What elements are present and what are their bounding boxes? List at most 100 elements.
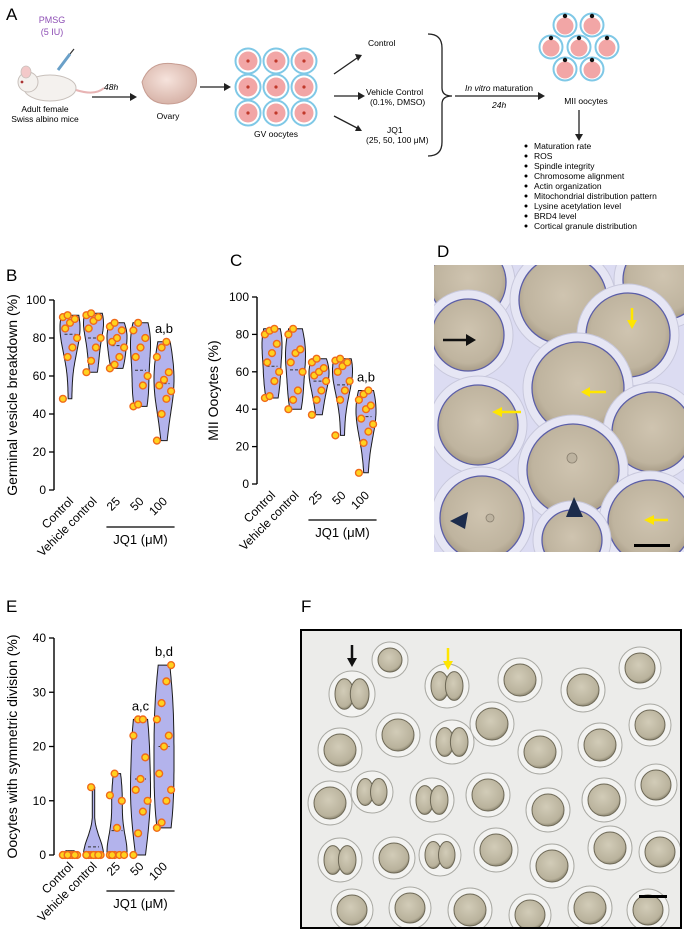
data-point	[82, 368, 91, 377]
data-point	[270, 324, 279, 333]
oocyte-cell	[618, 646, 662, 690]
data-point	[312, 395, 321, 405]
x-tick-label: 50	[329, 488, 349, 508]
data-point	[340, 386, 350, 395]
gv-oocyte-icon	[290, 47, 318, 75]
data-point	[155, 769, 164, 778]
significance-label: b,d	[155, 644, 173, 659]
significance-label: a,b	[357, 370, 375, 385]
gv-oocyte-icon	[262, 47, 290, 75]
data-point	[117, 326, 126, 335]
gv-oocyte-icon	[234, 47, 262, 75]
data-point	[312, 354, 321, 363]
data-point	[112, 333, 122, 343]
jq1-group-label: JQ1 (μM)	[113, 896, 167, 911]
oocyte-cell	[317, 727, 363, 773]
mii-label: MII oocytes	[564, 96, 607, 106]
data-point	[112, 823, 122, 833]
gv-oocyte-icon	[262, 73, 290, 101]
y-tick-label: 40	[236, 402, 250, 416]
germinal-vesicle	[485, 513, 495, 523]
data-point	[68, 343, 77, 352]
data-point	[119, 343, 129, 352]
oocyte-cell	[328, 670, 376, 718]
x-tick-label: 100	[146, 494, 170, 518]
oocyte-cell	[424, 663, 470, 709]
data-point	[296, 345, 305, 354]
bullet-icon	[524, 174, 528, 178]
y-tick-label: 0	[39, 848, 46, 862]
data-point	[263, 358, 272, 367]
data-point	[284, 330, 293, 339]
data-point	[63, 850, 72, 860]
mii-oocyte-icon	[579, 12, 605, 38]
oocyte-cell	[372, 836, 416, 880]
y-tick-label: 100	[26, 293, 46, 307]
oocyte-cell	[388, 886, 432, 928]
panel-a-letter: A	[6, 5, 18, 24]
group-brace	[427, 33, 453, 157]
bullet-icon	[524, 164, 528, 168]
data-point	[110, 360, 119, 369]
bullet-icon	[524, 224, 528, 228]
mii-oocytes-icon	[538, 12, 620, 82]
data-point	[336, 395, 345, 405]
panel-e-letter: E	[6, 597, 17, 616]
data-point	[157, 698, 166, 708]
data-point	[265, 392, 274, 401]
bullet-icon	[524, 194, 528, 198]
data-point	[129, 731, 138, 740]
oocyte-cell	[626, 888, 670, 928]
oocyte-cell	[429, 719, 475, 765]
data-point	[164, 368, 173, 377]
oocyte-cell	[330, 888, 374, 928]
data-point	[331, 431, 340, 440]
endpoint-item: Cortical granule distribution	[534, 221, 637, 231]
data-point	[138, 381, 148, 390]
endpoint-item: Spindle integrity	[534, 161, 595, 171]
ovary-label: Ovary	[157, 111, 180, 121]
data-point	[94, 850, 103, 860]
data-point	[343, 358, 352, 367]
data-point	[72, 333, 82, 343]
data-point	[317, 386, 326, 395]
micrograph-d	[434, 265, 684, 552]
y-axis-label: Oocytes with symmetric division (%)	[4, 634, 20, 858]
germinal-vesicle	[566, 452, 578, 464]
data-point	[164, 731, 173, 740]
endpoint-item: Lysine acetylation level	[534, 201, 621, 211]
data-point	[357, 414, 366, 423]
gv-oocytes-icon	[234, 47, 318, 127]
y-tick-label: 20	[33, 740, 47, 754]
data-point	[129, 326, 138, 335]
bullet-icon	[524, 144, 528, 148]
data-point	[94, 313, 103, 322]
data-point	[141, 753, 150, 762]
x-tick-label: 50	[127, 859, 147, 879]
y-tick-label: 80	[236, 327, 250, 341]
data-point	[91, 343, 101, 352]
oocyte-cell	[465, 772, 511, 818]
oocyte-cell	[497, 657, 543, 703]
significance-label: a,b	[155, 321, 173, 336]
maturation-label: In vitro maturation	[465, 83, 533, 93]
data-point	[134, 829, 143, 838]
data-point	[84, 324, 93, 333]
group-vehicle: Vehicle Control	[366, 87, 423, 97]
data-point	[143, 371, 152, 381]
data-point	[155, 381, 164, 390]
data-point	[286, 358, 295, 367]
y-tick-label: 30	[33, 685, 47, 699]
oocyte-cell	[560, 667, 606, 713]
data-point	[70, 314, 79, 324]
oocyte-cell	[517, 729, 563, 775]
data-point	[270, 377, 279, 386]
y-tick-label: 60	[236, 365, 250, 379]
data-point	[159, 742, 169, 751]
oocyte-cell	[317, 837, 363, 883]
oocyte-cell	[434, 289, 514, 381]
data-point	[289, 324, 298, 333]
oocyte-cell	[469, 701, 515, 747]
mouse-illustration	[17, 48, 105, 102]
